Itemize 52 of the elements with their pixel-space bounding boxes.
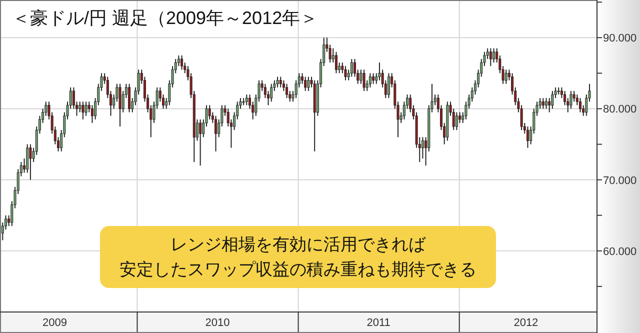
candlestick: [378, 62, 381, 81]
y-tick-label: 90.000: [603, 32, 637, 45]
candlestick: [245, 94, 248, 106]
candlestick: [492, 48, 496, 64]
candlestick: [82, 101, 84, 120]
candlestick: [504, 69, 508, 84]
y-tick-label: 60.000: [603, 246, 637, 258]
candlestick: [276, 76, 279, 88]
y-tick-label: 70.000: [603, 174, 637, 187]
candlestick: [362, 69, 366, 92]
candlestick: [489, 48, 492, 67]
candlestick: [542, 98, 544, 110]
candlestick: [270, 83, 273, 102]
candlestick: [545, 98, 548, 110]
candlestick: [286, 83, 288, 99]
candlestick: [307, 76, 310, 92]
candlestick: [84, 101, 88, 116]
candlestick: [455, 112, 458, 131]
candlestick: [570, 90, 572, 110]
candlestick: [78, 101, 82, 113]
candlestick: [214, 115, 218, 152]
candlestick: [572, 90, 576, 102]
y-tick-label: 80.000: [603, 104, 637, 116]
x-tick-label: 2009: [42, 317, 67, 329]
candlestick: [344, 66, 347, 81]
candlestick: [334, 51, 338, 74]
candlestick: [421, 136, 424, 159]
annotation: レンジ相場を有効に活用できれば: [170, 235, 426, 254]
candlestick: [372, 72, 375, 84]
candlestick: [199, 118, 202, 166]
candlestick: [548, 98, 551, 113]
candlestick: [279, 76, 282, 88]
candlestick: [208, 104, 211, 120]
candlestick: [304, 76, 307, 92]
text: ＜豪ドル/円 週足（2009年～2012年＞: [12, 8, 318, 28]
candlestick: [90, 104, 94, 124]
x-tick-label: 2012: [514, 317, 538, 329]
candlestick: [180, 54, 184, 70]
candlestick: [29, 144, 32, 180]
x-tick-label: 2010: [205, 317, 230, 329]
candlestick: [551, 90, 554, 110]
candlestick: [578, 98, 582, 113]
candlestick: [128, 83, 131, 113]
candlestick: [350, 58, 353, 78]
candlestick: [368, 72, 372, 88]
candlestick: [118, 83, 122, 128]
candlestick: [387, 72, 390, 99]
candlestick: [458, 112, 462, 124]
annotation: 安定したスワップ収益の積み重ねも期待できる: [120, 260, 476, 279]
candlestick: [526, 126, 529, 148]
candlestick: [360, 69, 362, 84]
x-tick-label: 2011: [366, 317, 390, 329]
